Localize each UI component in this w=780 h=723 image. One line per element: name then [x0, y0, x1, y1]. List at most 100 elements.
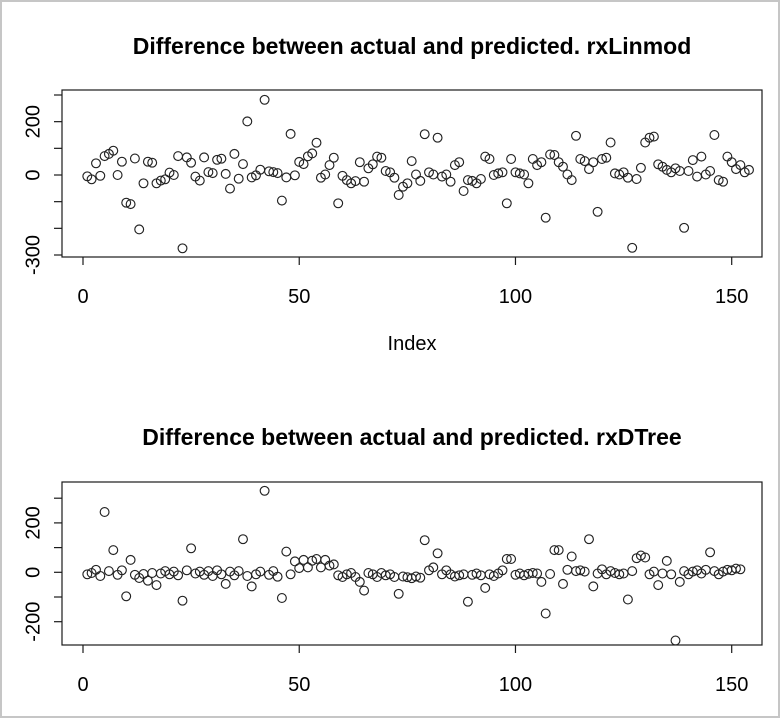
- data-point: [428, 562, 439, 573]
- data-point: [670, 635, 681, 646]
- data-point: [475, 174, 486, 184]
- data-point: [151, 580, 162, 591]
- data-point: [575, 565, 586, 576]
- data-point: [666, 569, 677, 580]
- data-point: [186, 543, 197, 554]
- data-point: [536, 576, 547, 587]
- data-point: [367, 159, 378, 170]
- data-point: [566, 175, 577, 186]
- data-point: [121, 197, 132, 208]
- data-point: [713, 175, 724, 186]
- axes: 200 0 -200 0 50 100 150: [22, 481, 763, 696]
- data-point: [406, 156, 417, 167]
- data-point: [497, 167, 508, 178]
- x-axis-label: Index: [388, 333, 437, 355]
- data-point: [393, 190, 404, 200]
- data-point: [597, 154, 607, 164]
- data-point: [488, 170, 499, 180]
- data-point: [225, 183, 235, 194]
- data-point: [95, 170, 106, 181]
- data-point: [553, 545, 564, 556]
- data-point: [389, 172, 400, 183]
- data-point: [259, 94, 270, 105]
- data-point: [402, 178, 413, 189]
- data-point: [238, 534, 248, 545]
- data-point: [454, 570, 465, 581]
- data-point: [415, 175, 426, 186]
- data-point: [501, 198, 512, 209]
- data-point: [735, 160, 746, 171]
- data-point: [307, 148, 318, 159]
- data-point: [484, 154, 495, 164]
- data-point: [276, 195, 287, 206]
- data-point: [718, 176, 729, 187]
- chart-title: Difference between actual and predicted.…: [133, 33, 692, 59]
- x-tick-label: 100: [499, 286, 532, 308]
- y-tick-label: 0: [22, 567, 44, 578]
- x-tick-label: 150: [715, 674, 748, 696]
- data-point: [674, 576, 685, 587]
- data-point: [203, 167, 214, 178]
- data-point: [354, 576, 365, 587]
- data-point: [653, 580, 664, 591]
- data-point: [445, 176, 456, 187]
- data-point: [705, 166, 716, 176]
- data-point: [393, 588, 404, 599]
- data-point: [471, 568, 482, 579]
- data-point: [696, 151, 707, 162]
- data-point: [233, 566, 244, 577]
- data-point: [588, 157, 599, 168]
- data-point: [324, 560, 335, 571]
- data-point: [497, 565, 508, 576]
- data-point: [744, 164, 754, 175]
- plot-box: [61, 89, 763, 258]
- data-point: [259, 485, 270, 496]
- y-tick-label: 200: [22, 506, 44, 539]
- data-point: [116, 156, 127, 167]
- data-point: [168, 170, 179, 180]
- data-point: [514, 168, 525, 179]
- data-point: [359, 176, 370, 187]
- data-point: [540, 608, 551, 619]
- data-point: [523, 178, 534, 189]
- data-point: [462, 596, 473, 607]
- y-tick-label: -300: [22, 235, 44, 275]
- data-point: [147, 157, 158, 168]
- data-point: [454, 157, 465, 168]
- data-point: [493, 168, 504, 179]
- data-point: [480, 582, 491, 593]
- data-point: [709, 130, 720, 140]
- data-point: [91, 158, 101, 169]
- data-point: [462, 175, 473, 186]
- data-point: [419, 129, 430, 140]
- x-tick-label: 0: [77, 286, 88, 308]
- data-point: [99, 507, 110, 517]
- data-point: [705, 547, 716, 558]
- data-point: [116, 565, 127, 576]
- data-point: [441, 169, 452, 180]
- data-point: [246, 581, 257, 592]
- data-point: [199, 152, 210, 163]
- data-point: [125, 199, 136, 210]
- data-point: [155, 175, 166, 186]
- data-point: [95, 571, 106, 581]
- data-point: [432, 132, 443, 143]
- data-point: [177, 243, 188, 254]
- data-point: [82, 569, 93, 580]
- data-point: [640, 552, 651, 563]
- data-point: [285, 128, 296, 139]
- data-point: [255, 566, 266, 577]
- data-point: [605, 137, 616, 148]
- data-point: [341, 569, 352, 580]
- data-point: [186, 157, 197, 168]
- data-point: [242, 116, 253, 127]
- data-point: [298, 159, 309, 170]
- data-point: [125, 554, 136, 565]
- x-tick-label: 50: [288, 286, 310, 308]
- data-point: [558, 578, 568, 589]
- data-point: [328, 559, 339, 570]
- y-tick-label: 0: [22, 169, 44, 180]
- data-point: [121, 591, 132, 602]
- data-point: [376, 152, 387, 163]
- data-point: [272, 571, 283, 582]
